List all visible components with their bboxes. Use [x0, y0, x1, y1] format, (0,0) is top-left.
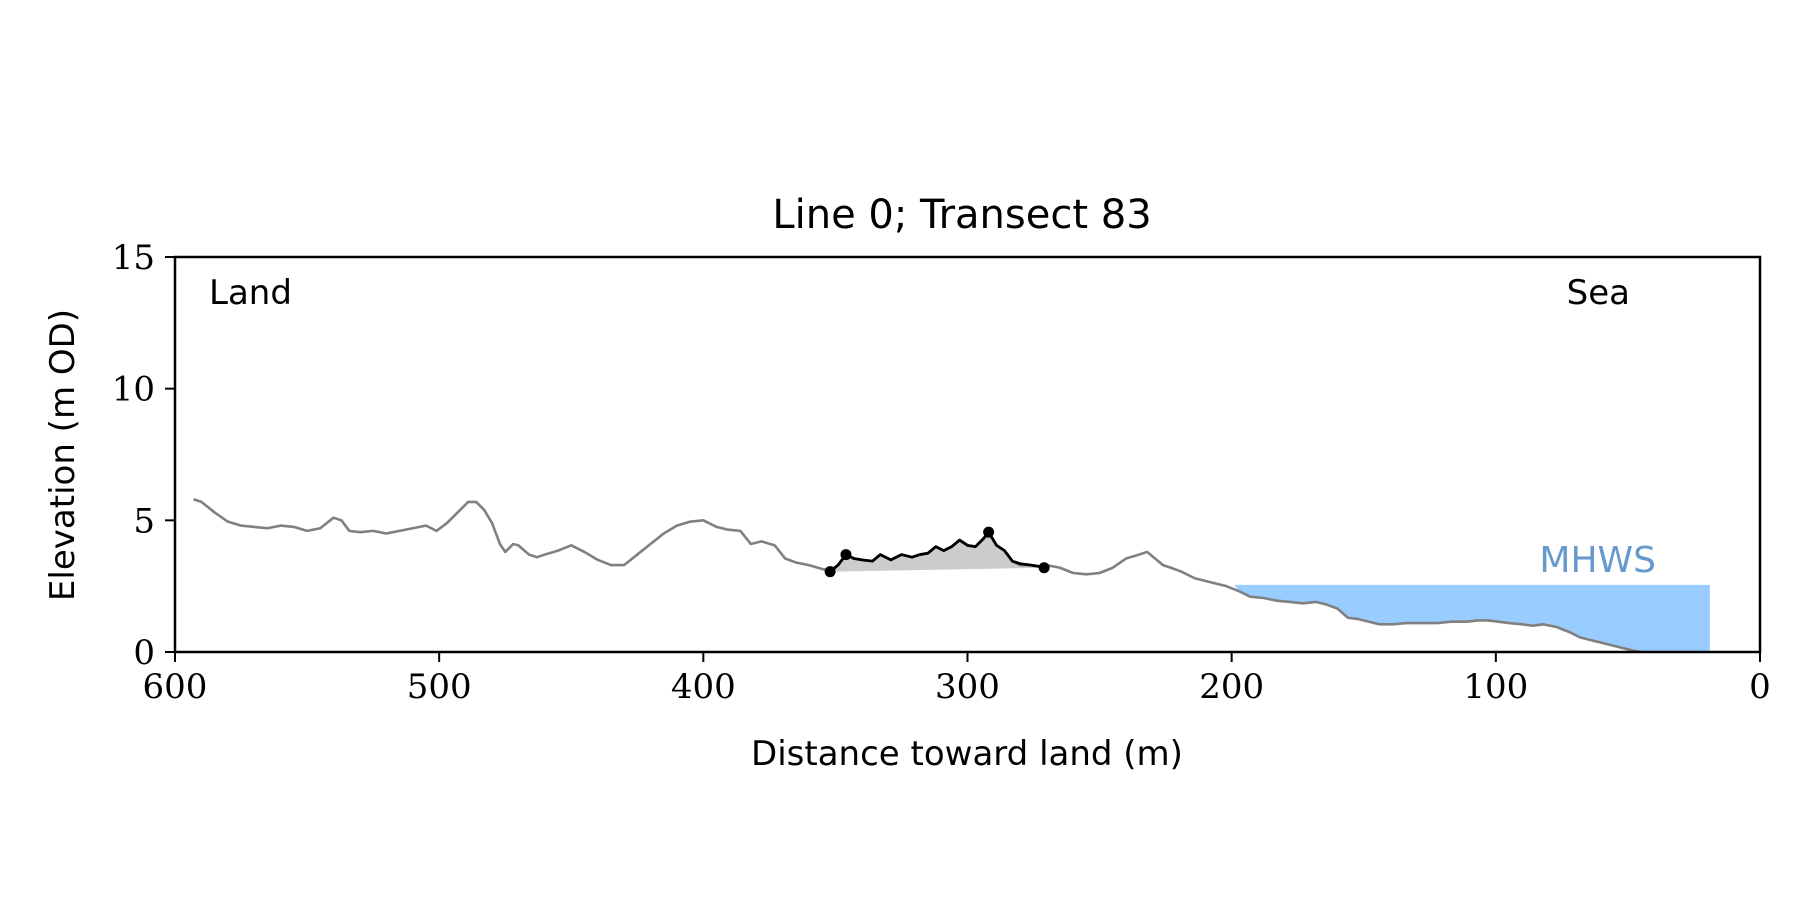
y-tick-label: 15 — [112, 238, 155, 278]
x-axis: 600 500 400 300 200 100 0 — [143, 652, 1771, 707]
sea-annotation: Sea — [1567, 273, 1630, 313]
x-tick-label: 200 — [1199, 667, 1264, 707]
x-tick-label: 500 — [407, 667, 472, 707]
feature-point — [840, 549, 852, 561]
mhws-annotation: MHWS — [1539, 540, 1656, 581]
feature-point — [1038, 562, 1050, 574]
feature-point — [824, 566, 836, 578]
x-tick-label: 0 — [1749, 667, 1771, 707]
x-tick-label: 600 — [143, 667, 208, 707]
y-tick-label: 10 — [112, 370, 155, 410]
feature-point — [983, 526, 995, 538]
x-tick-label: 300 — [935, 667, 1000, 707]
y-axis-label: Elevation (m OD) — [43, 309, 83, 601]
feature-line — [829, 530, 1045, 573]
feature-shaded-area — [830, 532, 1045, 572]
x-axis-label: Distance toward land (m) — [751, 734, 1183, 774]
x-tick-label: 400 — [671, 667, 736, 707]
plot-area — [193, 498, 1710, 654]
x-tick-label: 100 — [1463, 667, 1528, 707]
land-annotation: Land — [209, 273, 292, 313]
y-axis: 0 5 10 15 — [112, 238, 175, 673]
chart-title: Line 0; Transect 83 — [772, 192, 1151, 238]
mhws-water-area — [1234, 584, 1710, 652]
y-tick-label: 5 — [133, 501, 155, 541]
y-tick-label: 0 — [133, 633, 155, 673]
